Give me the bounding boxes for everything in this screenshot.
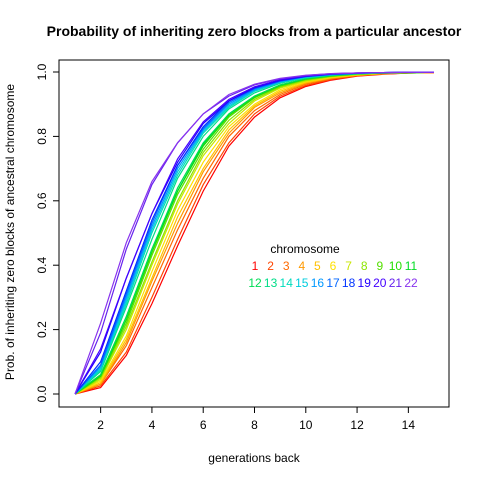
legend-entry-chromosome-5: 5	[314, 259, 321, 273]
legend-entry-chromosome-6: 6	[330, 259, 337, 273]
legend-entry-chromosome-16: 16	[311, 276, 325, 290]
legend-entry-chromosome-3: 3	[283, 259, 290, 273]
legend-entry-chromosome-11: 11	[405, 259, 418, 273]
y-tick-label: 0.2	[35, 321, 49, 338]
x-axis-label: generations back	[208, 451, 300, 465]
y-axis-label: Prob. of inheriting zero blocks of ances…	[3, 84, 17, 380]
chart-title: Probability of inheriting zero blocks fr…	[47, 23, 462, 39]
legend-title: chromosome	[270, 242, 340, 256]
legend-entry-chromosome-18: 18	[342, 276, 356, 290]
legend-entry-chromosome-19: 19	[358, 276, 372, 290]
x-tick-label: 12	[350, 418, 364, 432]
x-tick-label: 14	[402, 418, 416, 432]
legend-entry-chromosome-10: 10	[389, 259, 403, 273]
x-tick-label: 2	[97, 418, 104, 432]
legend-entry-chromosome-1: 1	[252, 259, 259, 273]
legend-entry-chromosome-22: 22	[404, 276, 418, 290]
series-layer	[74, 71, 435, 395]
y-tick-label: 0.6	[35, 192, 49, 209]
y-tick-label: 0.0	[35, 385, 49, 402]
x-axis: 2 4 6 8 10 12 14	[97, 406, 416, 432]
y-tick-label: 0.4	[35, 257, 49, 274]
legend-entry-chromosome-7: 7	[345, 259, 352, 273]
series-line-chromosome-2	[74, 72, 435, 395]
x-tick-label: 6	[200, 418, 207, 432]
y-tick-label: 0.8	[35, 128, 49, 145]
legend-entry-chromosome-9: 9	[376, 259, 383, 273]
legend-entry-chromosome-12: 12	[248, 276, 262, 290]
legend-entry-chromosome-2: 2	[267, 259, 274, 273]
y-tick-label: 1.0	[35, 63, 49, 80]
legend-entry-chromosome-14: 14	[280, 276, 294, 290]
legend-entry-chromosome-8: 8	[361, 259, 368, 273]
x-tick-label: 8	[251, 418, 258, 432]
x-tick-label: 10	[299, 418, 313, 432]
legend-entry-chromosome-17: 17	[326, 276, 340, 290]
legend-entry-chromosome-21: 21	[389, 276, 403, 290]
series-line-chromosome-22	[74, 71, 434, 395]
y-axis: 0.0 0.2 0.4 0.6 0.8 1.0	[35, 63, 60, 402]
legend-entry-chromosome-20: 20	[373, 276, 387, 290]
legend-entry-chromosome-4: 4	[298, 259, 305, 273]
x-tick-label: 4	[149, 418, 156, 432]
legend-entry-chromosome-13: 13	[264, 276, 278, 290]
legend-entry-chromosome-15: 15	[295, 276, 309, 290]
